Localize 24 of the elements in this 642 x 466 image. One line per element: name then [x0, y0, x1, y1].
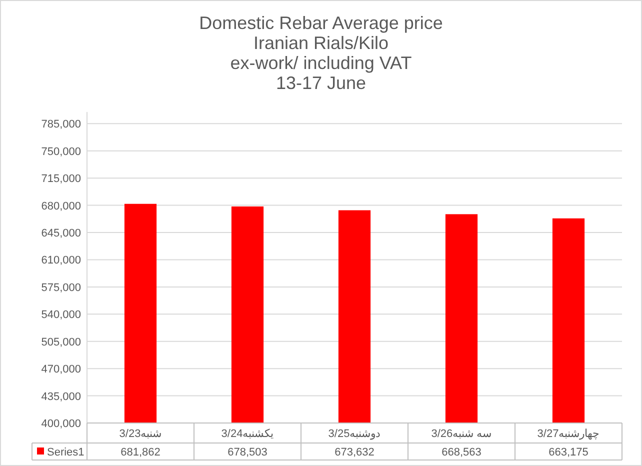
y-tick-label: 715,000: [41, 173, 81, 186]
data-label: 678,503: [228, 446, 268, 458]
y-tick-label: 505,000: [41, 336, 81, 348]
y-tick-label: 575,000: [41, 282, 81, 294]
y-tick-label: 750,000: [41, 146, 81, 158]
data-label: 681,862: [120, 446, 160, 458]
y-tick-label: 680,000: [41, 200, 81, 212]
y-tick-label: 785,000: [41, 118, 81, 131]
chart-title: Domestic Rebar Average price Iranian Rials/Kilo ex-work/ including VAT 13-17 June: [199, 13, 443, 93]
x-tick-label: 3/25دوشنبه: [328, 428, 381, 440]
data-label: 673,632: [334, 446, 374, 458]
y-tick-label: 400,000: [41, 418, 81, 430]
y-tick-label: 540,000: [41, 309, 81, 322]
x-tick-label: 3/24یکشنبه: [221, 428, 274, 440]
x-tick-label: 3/23شنبه: [119, 428, 162, 440]
y-tick-label: 435,000: [41, 390, 81, 403]
y-tick-label: 610,000: [41, 254, 81, 267]
data-label: 668,563: [442, 446, 482, 458]
legend-label: Series1: [47, 446, 84, 458]
x-tick-label: 3/26سه شنبه: [431, 428, 492, 440]
y-tick-label: 470,000: [41, 364, 81, 376]
data-label: 663,175: [548, 446, 588, 458]
x-tick-label: 3/27چهارشنبه: [537, 428, 600, 440]
y-tick-label: 645,000: [41, 228, 81, 240]
